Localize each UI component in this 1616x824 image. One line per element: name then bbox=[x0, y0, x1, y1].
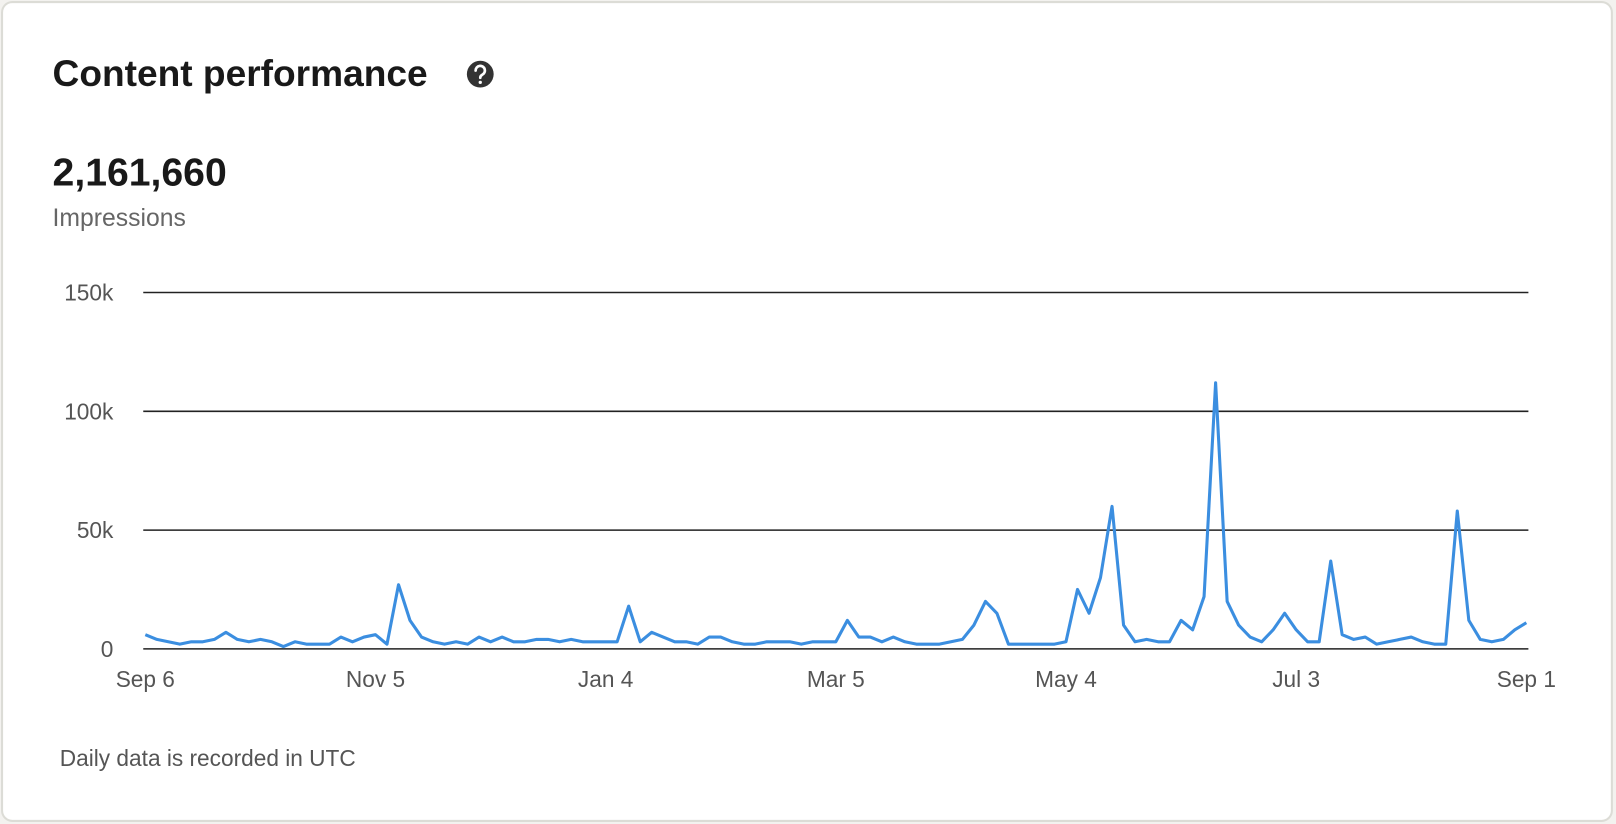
y-tick-label: 0 bbox=[101, 636, 114, 662]
y-tick-label: 100k bbox=[64, 398, 114, 424]
x-tick-label: Sep 6 bbox=[116, 666, 175, 692]
x-tick-label: Sep 1 bbox=[1497, 666, 1556, 692]
x-tick-label: Mar 5 bbox=[807, 666, 865, 692]
x-tick-label: Jul 3 bbox=[1272, 666, 1320, 692]
line-series bbox=[144, 381, 1528, 649]
y-tick-label: 150k bbox=[64, 280, 114, 306]
help-icon[interactable] bbox=[466, 60, 494, 88]
footnote: Daily data is recorded in UTC bbox=[60, 745, 356, 771]
x-tick-label: Nov 5 bbox=[346, 666, 405, 692]
y-tick-label: 50k bbox=[77, 517, 114, 543]
x-tick-label: May 4 bbox=[1035, 666, 1097, 692]
x-tick-label: Jan 4 bbox=[578, 666, 633, 692]
total-value: 2,161,660 bbox=[53, 151, 227, 194]
card-title: Content performance bbox=[53, 52, 428, 94]
metric-label: Impressions bbox=[53, 205, 186, 232]
